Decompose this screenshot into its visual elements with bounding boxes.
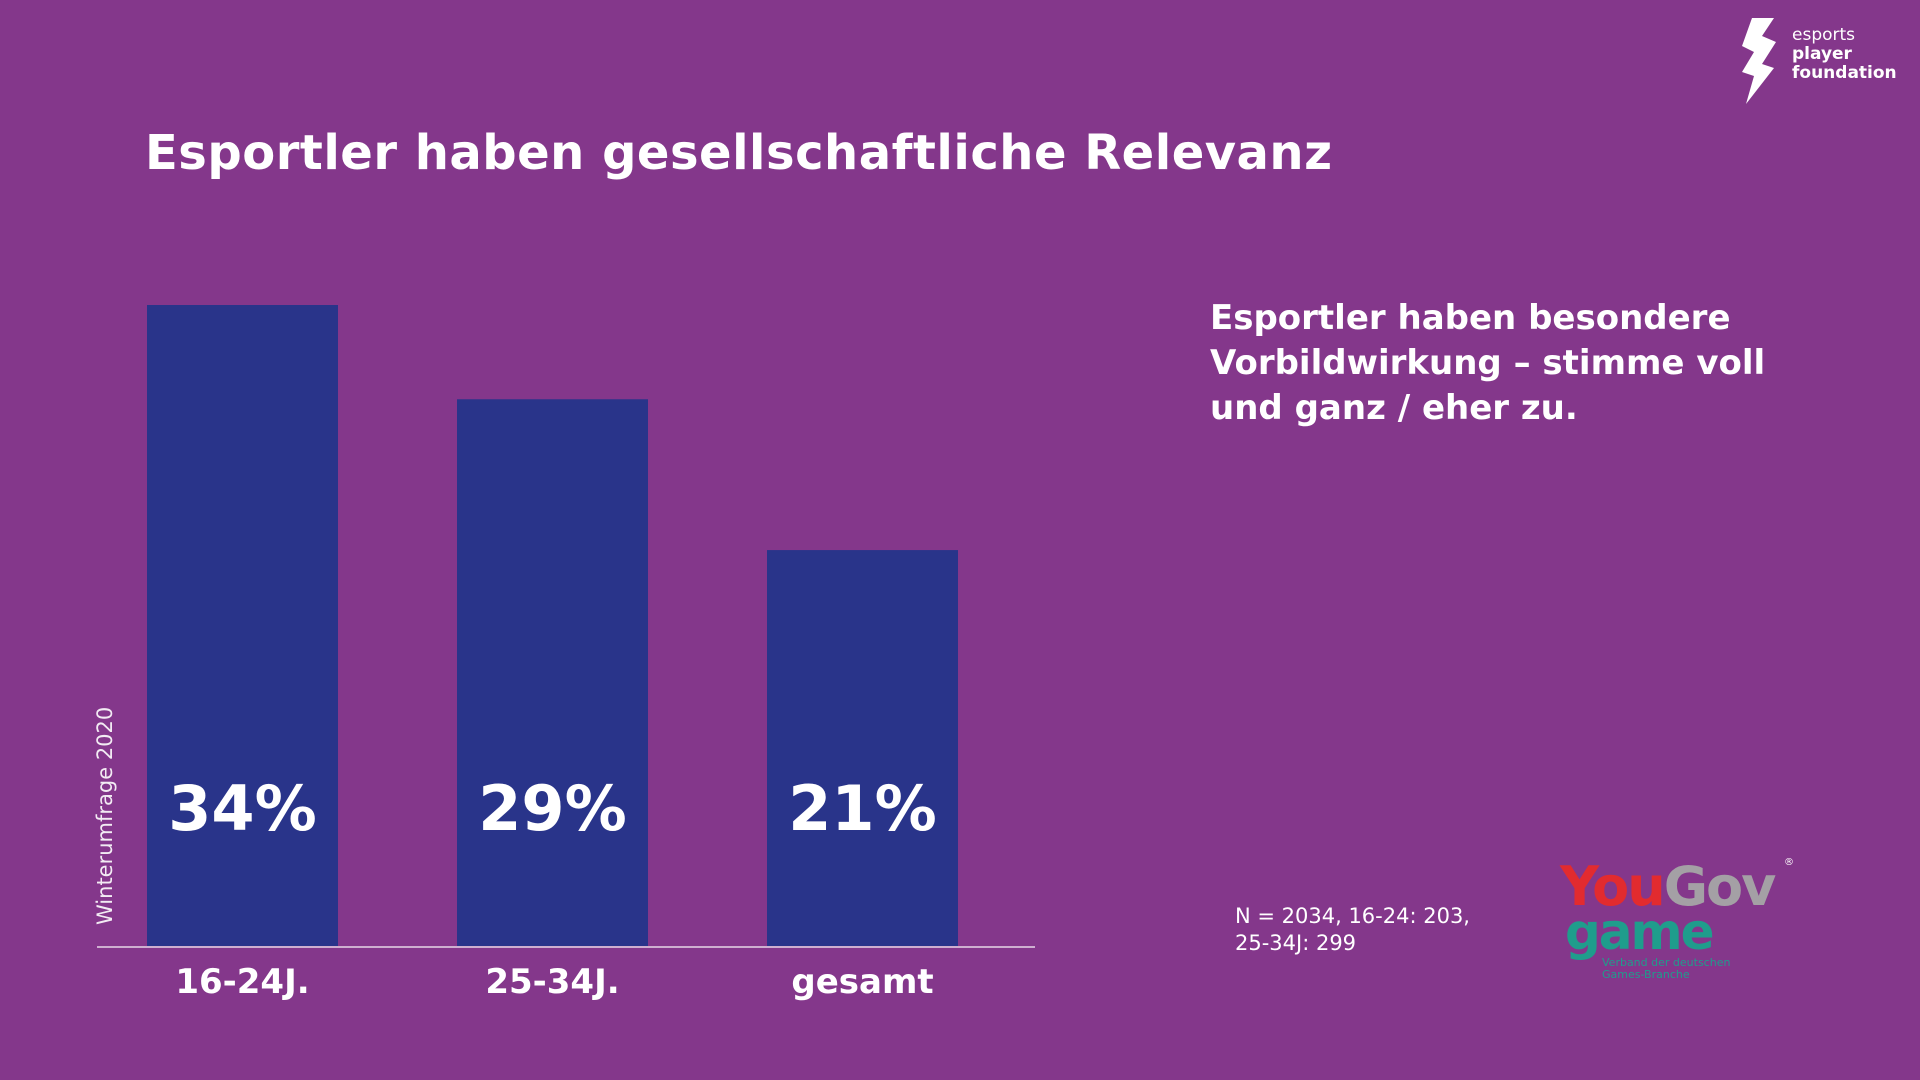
question-text: Esportler haben besondere Vorbildwirkung… — [1210, 298, 1766, 428]
verband-line-2: Games-Branche — [1602, 968, 1690, 981]
brand-line-2: player — [1792, 44, 1852, 64]
x-tick-label-3: gesamt — [791, 962, 933, 1002]
yougov-wordmark: YouGov — [1560, 855, 1777, 918]
lightning-icon — [1742, 18, 1776, 104]
yougov-game-logo: YouGov ® game Verband der deutschen Game… — [1560, 855, 1800, 985]
data-label-2: 29% — [478, 772, 626, 845]
bar-1 — [147, 305, 338, 946]
data-label-1: 34% — [168, 772, 316, 845]
game-association-text: Verband der deutschen Games-Branche — [1602, 957, 1762, 981]
brand-line-1: esports — [1792, 25, 1856, 45]
bar-3 — [767, 550, 958, 946]
bar-2 — [457, 399, 648, 946]
game-wordmark: game — [1565, 903, 1715, 961]
yougov-you: You — [1560, 855, 1666, 918]
data-label-3: 21% — [788, 772, 936, 845]
x-tick-label-1: 16-24J. — [175, 962, 309, 1002]
esports-player-foundation-logo: esports player foundation — [1740, 18, 1910, 104]
page-title: Esportler haben gesellschaftliche Releva… — [145, 125, 1333, 181]
yougov-gov: Gov — [1663, 855, 1777, 918]
x-tick-label-2: 25-34J. — [485, 962, 619, 1002]
sample-size-note: N = 2034, 16-24: 203, 25-34J: 299 — [1235, 903, 1535, 957]
sample-size-line-2: 25-34J: 299 — [1235, 931, 1357, 955]
brand-line-3: foundation — [1792, 63, 1897, 83]
registered-mark: ® — [1784, 857, 1794, 868]
sample-size-line-1: N = 2034, 16-24: 203, — [1235, 904, 1470, 928]
verband-line-1: Verband der deutschen — [1602, 956, 1731, 969]
